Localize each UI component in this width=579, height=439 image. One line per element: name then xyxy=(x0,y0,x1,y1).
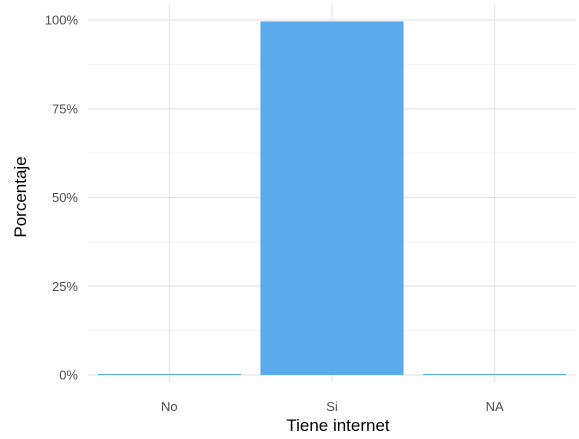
bar-na xyxy=(423,374,567,375)
y-tick-label: 75% xyxy=(52,101,78,116)
y-axis-title: Porcentaje xyxy=(11,156,30,237)
bar-si xyxy=(260,21,404,375)
y-tick-label: 0% xyxy=(59,368,78,383)
y-tick-label: 25% xyxy=(52,279,78,294)
x-tick-label: Si xyxy=(326,399,338,414)
y-axis-ticks: 0% 25% 50% 75% 100% xyxy=(45,13,79,383)
x-tick-label: No xyxy=(161,399,178,414)
bar-no xyxy=(97,374,241,375)
bars xyxy=(97,21,567,375)
x-axis-title: Tiene internet xyxy=(286,416,390,435)
y-tick-label: 100% xyxy=(45,13,79,28)
x-axis-ticks: No Si NA xyxy=(161,399,504,414)
x-tick-label: NA xyxy=(486,399,504,414)
y-tick-label: 50% xyxy=(52,190,78,205)
